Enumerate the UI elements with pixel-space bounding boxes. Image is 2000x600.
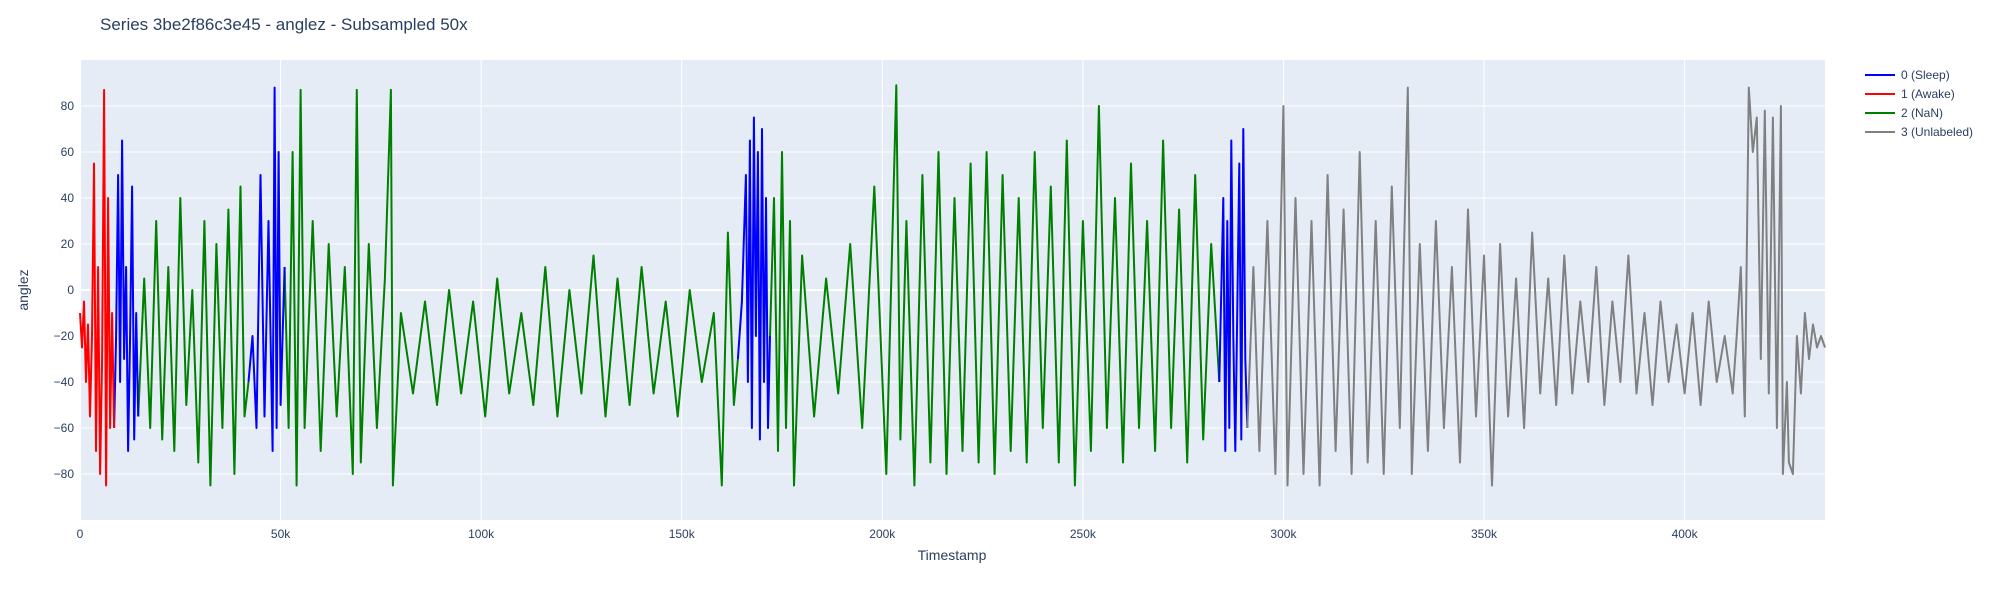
- y-tick-label: −20: [54, 329, 75, 343]
- y-axis-ticks: 80 60 40 20 0 −20 −40 −60 −80: [54, 99, 75, 481]
- y-tick-label: −60: [54, 421, 75, 435]
- y-gridlines: [80, 105, 1825, 475]
- series-line-2: [137, 185, 250, 487]
- series-line-0: [1218, 128, 1249, 452]
- series-line-2: [283, 88, 739, 487]
- y-tick-label: −40: [54, 375, 75, 389]
- x-tick-label: 350k: [1471, 527, 1498, 541]
- x-tick-label: 0: [77, 527, 84, 541]
- x-tick-label: 100k: [468, 527, 495, 541]
- legend-label: 0 (Sleep): [1901, 68, 1950, 82]
- y-tick-label: 60: [61, 145, 75, 159]
- x-tick-label: 200k: [869, 527, 896, 541]
- y-tick-label: 80: [61, 99, 75, 113]
- y-tick-label: 0: [67, 283, 74, 297]
- y-axis-title: anglez: [15, 269, 31, 310]
- x-tick-label: 50k: [271, 527, 291, 541]
- x-axis-title: Timestamp: [918, 547, 987, 563]
- legend-label: 2 (NaN): [1901, 106, 1943, 120]
- series-line-1: [79, 88, 116, 487]
- series-layer: [79, 84, 1826, 487]
- x-tick-label: 250k: [1070, 527, 1097, 541]
- y-tick-label: 40: [61, 191, 75, 205]
- x-tick-label: 150k: [669, 527, 696, 541]
- series-line-0: [113, 139, 140, 452]
- series-line-3: [1246, 86, 1826, 487]
- legend: 0 (Sleep) 1 (Awake) 2 (NaN) 3 (Unlabeled): [1865, 68, 1973, 139]
- x-axis-ticks: 0 50k 100k 150k 200k 250k 300k 350k 400k: [77, 527, 1699, 541]
- series-line-2: [769, 84, 1221, 487]
- x-tick-label: 300k: [1270, 527, 1297, 541]
- chart-title: Series 3be2f86c3e45 - anglez - Subsample…: [100, 15, 468, 34]
- series-line-0: [247, 86, 286, 452]
- legend-label: 3 (Unlabeled): [1901, 125, 1973, 139]
- legend-label: 1 (Awake): [1901, 87, 1955, 101]
- x-tick-label: 400k: [1672, 527, 1699, 541]
- y-tick-label: −80: [54, 467, 75, 481]
- y-tick-label: 20: [61, 237, 75, 251]
- series-line-0: [736, 116, 771, 441]
